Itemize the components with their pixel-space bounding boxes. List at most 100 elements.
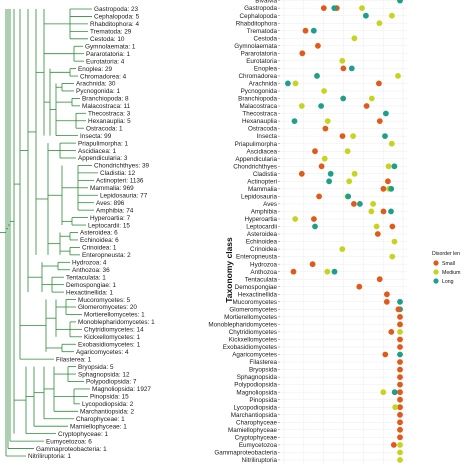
tip-label-leptocardii: Leptocardii: 15	[88, 222, 130, 229]
y-tick-label-hexanauplia: Hexanauplia	[242, 118, 278, 125]
tip-label-chytridiomycetes: Chytridiomycetes: 14	[84, 327, 144, 334]
y-tick-label-agaricomycetes: Agaricomycetes	[232, 352, 277, 359]
point-actinopteri-long	[326, 178, 332, 185]
y-tick-label-mamiellophyceae: Mamiellophyceae	[228, 427, 277, 434]
y-tick-label-appendicularia: Appendicularia	[235, 156, 277, 163]
tip-label-charophyceae: Charophyceae: 1	[76, 416, 125, 423]
y-tick-label-bivalvia: Bivalvia	[255, 0, 277, 5]
point-magnoliopsida-medium	[380, 389, 387, 396]
point-hyperoartia-small	[311, 216, 317, 222]
tip-label-mamiellophyceae: Mamiellophyceae: 1	[70, 423, 127, 430]
point-charophyceae-small	[397, 419, 403, 426]
tip-label-nitriliruptoria: Nitriliruptoria: 1	[28, 453, 71, 460]
tip-label-ostracoda: Ostracoda: 1	[86, 125, 123, 132]
point-echinoidea-medium	[391, 238, 398, 245]
y-tick-label-chytridiomycetes: Chytridiomycetes	[229, 329, 277, 336]
y-tick-label-hexactinellida: Hexactinellida	[238, 291, 278, 298]
y-tick-label-pinopsida: Pinopsida	[249, 397, 277, 404]
y-tick-label-charophyceae: Charophyceae	[236, 419, 277, 426]
tip-label-actinopteri: Actinopteri: 1136	[96, 178, 144, 185]
point-rhabditophora-medium	[376, 20, 383, 27]
tip-label-chromadorea: Chromadorea: 4	[80, 73, 127, 80]
y-tick-label-amphibia: Amphibia	[251, 209, 278, 216]
point-branchiopoda-long	[340, 95, 347, 102]
point-mucoromycetes-small	[383, 298, 390, 305]
point-bryopsida-small	[397, 366, 403, 373]
point-insecta-long	[382, 133, 388, 140]
y-tick-label-eumycetozoa: Eumycetozoa	[239, 442, 278, 449]
tip-label-agaricomycetes: Agaricomycetes: 4	[76, 349, 129, 356]
y-tick-label-trematoda: Trematoda	[247, 28, 278, 35]
y-tick-label-leptocardii: Leptocardii	[246, 224, 277, 231]
tip-label-priapulimorpha: Priapulimorpha: 1	[78, 140, 129, 147]
point-enoplea-long	[348, 65, 355, 72]
tip-label-hexanauplia: Hexanauplia: 5	[88, 118, 131, 125]
point-trematoda-small	[302, 27, 309, 34]
tip-label-cephalopoda: Cephalopoda: 5	[94, 14, 140, 21]
y-tick-label-malacostraca: Malacostraca	[240, 103, 278, 110]
point-magnoliopsida-small	[397, 389, 403, 396]
tip-label-lycopodiopsida: Lycopodiopsida: 2	[82, 401, 134, 408]
tip-label-gammaproteobacteria: Gammaproteobacteria: 1	[36, 446, 107, 453]
tip-label-asteroidea: Asteroidea: 6	[80, 230, 118, 237]
point-hydrozoa-small	[309, 261, 316, 268]
point-agaricomycetes-small	[382, 351, 389, 358]
point-filasterea-small	[397, 359, 403, 365]
point-lepidosauria-long	[345, 193, 352, 200]
point-chromadorea-medium	[395, 73, 401, 79]
y-tick-label-cryptophyceae: Cryptophyceae	[235, 434, 278, 441]
legend-title: Disorder len	[432, 251, 460, 257]
y-tick-label-exobasidiomycetes: Exobasidiomycetes	[223, 344, 277, 351]
tip-label-aves: Aves: 896	[96, 200, 125, 207]
y-tick-label-rhabditophora: Rhabditophora	[236, 20, 278, 27]
y-tick-label-marchantiopsida: Marchantiopsida	[231, 412, 278, 419]
tip-label-magnoliopsida: Magnoliopsida: 1927	[92, 386, 151, 393]
point-malacostraca-small	[363, 103, 370, 109]
y-tick-label-tentaculata: Tentaculata	[245, 276, 278, 283]
point-chytridiomycetes-medium	[397, 329, 403, 335]
y-tick-label-actinopteri: Actinopteri	[247, 178, 277, 185]
legend: Disorder len Small Medium Long	[432, 251, 460, 285]
data-points	[285, 0, 403, 463]
tip-label-crinoidea: Crinoidea: 1	[82, 245, 117, 252]
point-lycopodiopsida-small	[397, 404, 403, 411]
point-chromadorea-long	[314, 73, 320, 79]
y-tick-label-chromadorea: Chromadorea	[238, 73, 277, 80]
point-aves-long	[357, 201, 363, 207]
tip-label-monoblepharidomycetes: Monoblepharidomycetes: 1	[78, 319, 155, 326]
y-tick-label-hyperoartia: Hyperoartia	[244, 216, 277, 223]
point-aves-small	[351, 201, 357, 207]
y-tick-label-nitriliruptoria: Nitriliruptoria	[242, 457, 278, 464]
point-crinoidea-medium	[339, 246, 346, 253]
y-tick-label-monoblepharidomycetes: Monoblepharidomycetes	[208, 321, 277, 328]
y-tick-label-priapulimorpha: Priapulimorpha	[235, 141, 278, 148]
tip-label-bryopsida: Bryopsida: 5	[78, 364, 114, 371]
y-tick-label-lepidosauria: Lepidosauria	[241, 193, 278, 200]
legend-key-medium	[433, 269, 439, 275]
y-tick-label-echinoidea: Echinoidea	[246, 239, 278, 246]
point-malacostraca-medium	[298, 103, 305, 109]
point-kickxellomycetes-small	[397, 336, 403, 343]
tip-label-pinopsida: Pinopsida: 15	[90, 394, 129, 401]
point-pinopsida-small	[397, 396, 403, 403]
point-appendicularia-medium	[321, 155, 328, 162]
y-tick-label-glomeromycetes: Glomeromycetes	[229, 306, 277, 313]
point-cladistia-long	[327, 170, 334, 177]
point-gymnolaemata-small	[315, 42, 321, 49]
tip-label-pararotatoria: Pararotatoria: 1	[86, 51, 130, 58]
point-magnoliopsida-long	[391, 389, 398, 396]
point-mucoromycetes-long	[397, 298, 403, 305]
legend-label-long: Long	[442, 279, 454, 285]
point-anthozoa-medium	[324, 268, 331, 275]
point-exobasidiomycetes-small	[397, 344, 403, 350]
point-cladistia-medium	[351, 170, 358, 177]
point-ostracoda-small	[322, 125, 329, 132]
point-ascidiacea-medium	[344, 148, 351, 155]
y-tick-label-mucoromycetes: Mucoromycetes	[233, 299, 277, 306]
y-tick-label-thecostraca: Thecostraca	[242, 111, 277, 118]
point-bivalvia-long	[397, 0, 403, 4]
point-arachnida-small	[376, 80, 382, 87]
point-gammaproteobacteria-medium	[397, 449, 403, 456]
point-leptocardii-long	[312, 223, 318, 230]
